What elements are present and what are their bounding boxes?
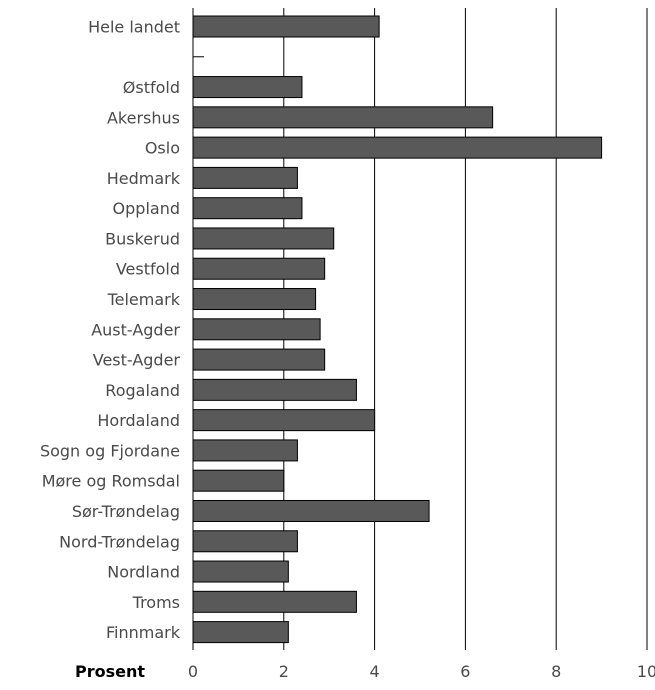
bar-rogaland: [192, 378, 357, 401]
category-label-møre-og-romsdal: Møre og Romsdal: [42, 472, 180, 491]
bar-oppland: [192, 197, 303, 220]
bar-hedmark: [192, 166, 298, 189]
bar-akershus: [192, 106, 494, 129]
category-label-buskerud: Buskerud: [105, 229, 180, 248]
bar-hele-landet: [192, 15, 380, 38]
category-label-nord-trøndelag: Nord-Trøndelag: [59, 532, 180, 551]
category-label-telemark: Telemark: [107, 290, 181, 309]
bar-nordland: [192, 560, 289, 583]
bar-troms: [192, 590, 357, 613]
tick-labels: 0 2 4 6 8 10: [188, 662, 655, 681]
category-label-oppland: Oppland: [113, 199, 180, 218]
bar-oslo: [192, 136, 603, 159]
category-label-hordaland: Hordaland: [97, 411, 180, 430]
category-label-østfold: Østfold: [123, 78, 180, 97]
category-label-akershus: Akershus: [107, 108, 180, 127]
bar-vest-agder: [192, 348, 326, 371]
category-label-finnmark: Finnmark: [106, 623, 181, 642]
bar-aust-agder: [192, 318, 321, 341]
x-tick-label-6: 6: [460, 662, 470, 681]
bar-sør-trøndelag: [192, 499, 430, 522]
category-label-hedmark: Hedmark: [107, 169, 181, 188]
bar-nord-trøndelag: [192, 530, 298, 553]
bar-hordaland: [192, 409, 376, 432]
bar-buskerud: [192, 227, 335, 250]
category-label-oslo: Oslo: [145, 139, 180, 158]
category-label-troms: Troms: [132, 593, 180, 612]
x-axis-title: Prosent: [75, 662, 145, 681]
category-labels: Hele landet Østfold Akershus Oslo Hedmark Opp…: [40, 18, 181, 643]
category-label-nordland: Nordland: [107, 563, 180, 582]
bar-vestfold: [192, 257, 326, 280]
bar-finnmark: [192, 621, 289, 644]
category-label-sør-trøndelag: Sør-Trøndelag: [72, 502, 180, 521]
bar-møre-og-romsdal: [192, 469, 285, 492]
bar-sogn-og-fjordane: [192, 439, 298, 462]
category-label-sogn-og-fjordane: Sogn og Fjordane: [40, 441, 180, 460]
x-tick-label-0: 0: [188, 662, 198, 681]
category-label-aust-agder: Aust-Agder: [91, 320, 180, 339]
x-tick-label-4: 4: [370, 662, 380, 681]
category-label-rogaland: Rogaland: [105, 381, 180, 400]
x-tick-label-10: 10: [637, 662, 655, 681]
category-label-vest-agder: Vest-Agder: [93, 351, 181, 370]
x-tick-label-8: 8: [551, 662, 561, 681]
category-label-vestfold: Vestfold: [116, 260, 180, 279]
bar-telemark: [192, 288, 317, 311]
category-label-hele-landet: Hele landet: [88, 18, 180, 37]
bars: [192, 15, 603, 644]
bar-østfold: [192, 76, 303, 99]
x-tick-label-2: 2: [279, 662, 289, 681]
